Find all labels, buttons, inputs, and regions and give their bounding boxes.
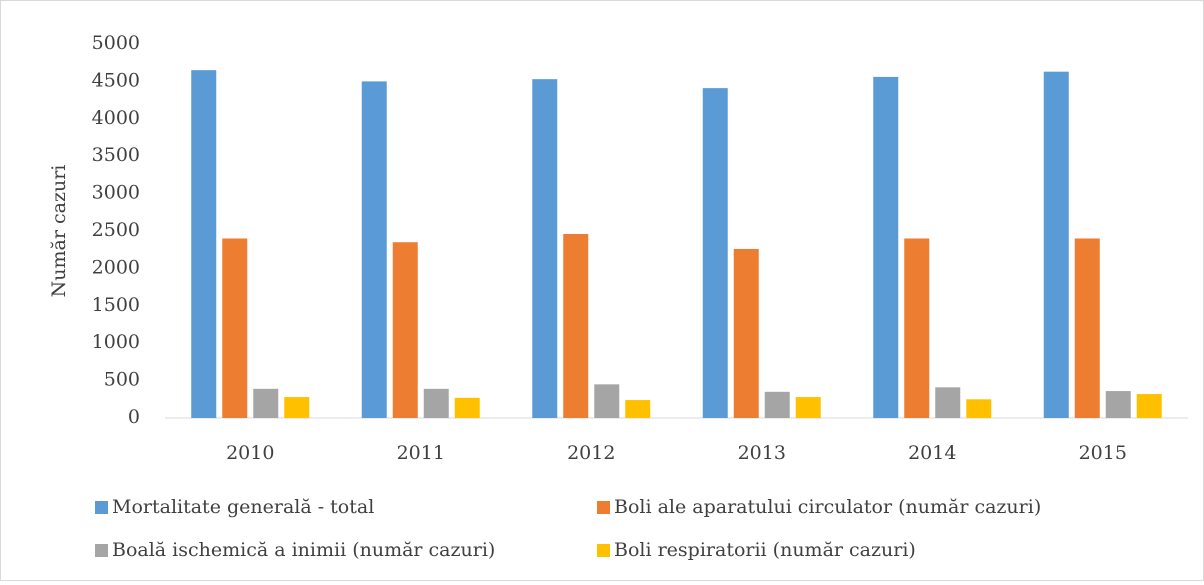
bar	[392, 242, 418, 418]
y-tick-label: 3500	[92, 144, 140, 166]
x-tick-label: 2015	[1079, 442, 1127, 464]
bar	[625, 400, 651, 418]
bar	[795, 397, 821, 418]
bar	[253, 388, 279, 418]
y-tick-label: 500	[104, 369, 140, 391]
bar	[532, 79, 558, 418]
y-axis-label: Număr cazuri	[48, 165, 70, 298]
bar	[904, 238, 930, 418]
bar	[935, 387, 961, 418]
legend-swatch	[597, 501, 610, 514]
legend-label: Boli ale aparatului circulator (număr ca…	[614, 496, 1041, 518]
x-tick-label: 2011	[397, 442, 445, 464]
y-tick-label: 2500	[92, 219, 140, 241]
bar	[594, 384, 620, 418]
y-tick-label: 3000	[92, 182, 140, 204]
bar	[454, 397, 480, 418]
bar	[563, 233, 589, 418]
bar	[284, 397, 310, 418]
bar	[1043, 71, 1069, 419]
bar	[423, 388, 449, 418]
x-tick-label: 2010	[226, 442, 274, 464]
y-tick-label: 1000	[92, 331, 140, 353]
bar	[873, 76, 899, 419]
y-tick-label: 4500	[92, 69, 140, 91]
bar	[733, 248, 759, 418]
bar	[1136, 394, 1162, 418]
legend-swatch	[597, 544, 610, 557]
legend-label: Mortalitate generală - total	[112, 496, 374, 518]
bar	[764, 391, 790, 418]
y-tick-label: 0	[128, 406, 140, 428]
legend-swatch	[95, 544, 108, 557]
x-tick-label: 2012	[567, 442, 615, 464]
x-tick-label: 2014	[908, 442, 956, 464]
bar	[702, 88, 728, 418]
y-tick-label: 5000	[92, 32, 140, 54]
bar	[191, 70, 217, 419]
bar	[966, 399, 992, 418]
y-tick-label: 2000	[92, 256, 140, 278]
bar	[1105, 391, 1131, 418]
bar	[1074, 238, 1100, 418]
y-tick-label: 4000	[92, 107, 140, 129]
bar	[361, 81, 387, 419]
y-tick-label: 1500	[92, 294, 140, 316]
legend-label: Boli respiratorii (număr cazuri)	[614, 539, 916, 561]
legend-swatch	[95, 501, 108, 514]
bar	[222, 238, 248, 418]
x-tick-label: 2013	[738, 442, 786, 464]
legend-label: Boală ischemică a inimii (număr cazuri)	[112, 539, 495, 561]
